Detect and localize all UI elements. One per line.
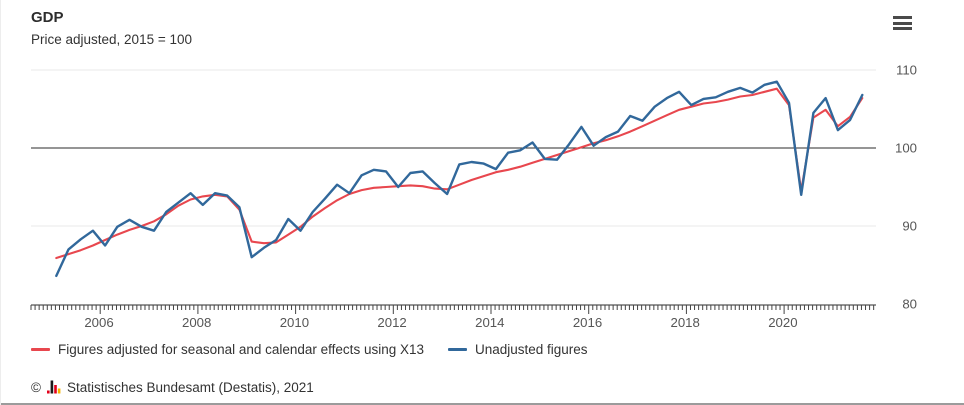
legend-item-unadjusted[interactable]: Unadjusted figures xyxy=(447,342,588,357)
hamburger-bar xyxy=(893,27,912,30)
x-tick-label-2014: 2014 xyxy=(475,315,504,330)
logo-bar xyxy=(50,380,54,394)
series-line-unadjusted xyxy=(55,80,864,278)
x-tick-label-2012: 2012 xyxy=(377,315,406,330)
destatis-bar-chart-logo xyxy=(46,380,61,394)
y-tick-label-100: 100 xyxy=(895,141,917,156)
y-tick-label-90: 90 xyxy=(902,219,917,234)
x-tick-label-2020: 2020 xyxy=(768,315,797,330)
x-tick-label-2006: 2006 xyxy=(84,315,113,330)
hamburger-menu-icon[interactable] xyxy=(892,12,914,34)
logo-bar xyxy=(57,388,61,394)
unadjusted-series-swatch-icon xyxy=(447,348,467,351)
logo-bar xyxy=(46,390,50,394)
x-tick-label-2010: 2010 xyxy=(280,315,309,330)
chart-title: GDP xyxy=(31,9,64,26)
source-text: Statistisches Bundesamt (Destatis), 2021 xyxy=(66,380,314,395)
adjusted-series-swatch-icon xyxy=(31,348,50,351)
source-attribution: © Statistisches Bundesamt (Destatis), 20… xyxy=(31,380,314,395)
chart-subtitle: Price adjusted, 2015 = 100 xyxy=(31,32,192,47)
bottom-divider xyxy=(1,403,964,405)
chart-header: GDP Price adjusted, 2015 = 100 xyxy=(31,8,192,47)
series-line-adjusted-x13 xyxy=(55,87,864,260)
legend-item-adjusted[interactable]: Figures adjusted for seasonal and calend… xyxy=(31,342,424,357)
x-tick-label-2018: 2018 xyxy=(671,315,700,330)
copyright-symbol: © xyxy=(31,380,41,395)
hamburger-bar xyxy=(893,16,912,19)
logo-bar xyxy=(54,385,57,394)
unadjusted-series-label: Unadjusted figures xyxy=(474,342,588,357)
y-tick-label-110: 110 xyxy=(896,63,917,78)
x-tick-label-2008: 2008 xyxy=(182,315,211,330)
x-tick-label-2016: 2016 xyxy=(573,315,602,330)
hamburger-bar xyxy=(893,21,912,25)
adjusted-series-label: Figures adjusted for seasonal and calend… xyxy=(58,342,424,357)
chart-legend: Figures adjusted for seasonal and calend… xyxy=(31,342,588,357)
y-tick-label-80: 80 xyxy=(902,297,917,312)
